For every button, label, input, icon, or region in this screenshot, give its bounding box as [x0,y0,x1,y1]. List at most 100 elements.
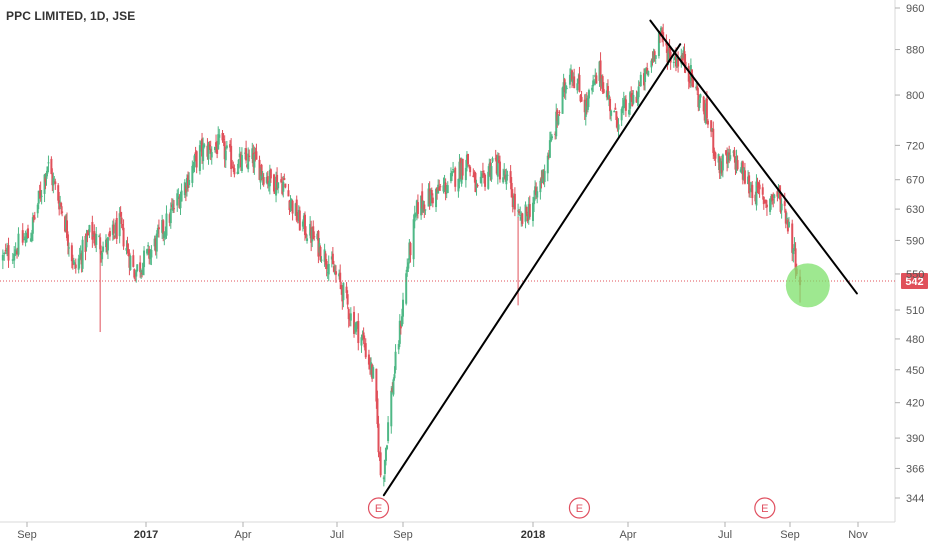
candle-body [173,208,176,210]
candle-body [61,211,64,213]
candle-body [494,158,497,160]
candle-body [402,299,404,317]
candle-body [504,175,507,180]
candle-body [639,74,642,86]
candle-body [453,170,456,173]
candle-body [621,105,624,109]
candle-body [668,46,671,54]
candle-body [786,220,789,232]
candle-body [333,272,336,274]
candle-body [140,270,143,273]
candle-body [237,159,240,169]
candle-body [258,159,261,180]
candle-body [230,145,233,170]
candle-body [209,148,212,154]
candle-body [495,155,498,174]
candle-body [705,98,708,119]
candle-body [532,202,534,222]
candle-body [720,161,723,173]
candle-body [345,286,348,293]
last-price-label: 542 [905,276,923,288]
price-tick-label: 390 [906,433,924,445]
candle-body [561,87,564,114]
candle-body [202,145,205,162]
candle-body [736,160,739,170]
candle-body [445,190,448,192]
candle-body [340,285,343,290]
candle-body [147,245,150,247]
candle-body [81,239,84,269]
candle-body [464,167,467,181]
price-tick-label: 800 [906,90,924,102]
candle-body [229,144,232,148]
candle-body [784,210,787,224]
candle-body [650,60,653,68]
candle-body [65,220,68,239]
candle-body [108,231,111,237]
candle-body [572,78,575,83]
candle-body [519,215,522,217]
candle-body [564,85,567,94]
price-tick-label: 550 [906,269,924,281]
candle-body [353,311,356,334]
candle-body [780,203,783,211]
candle-body [203,144,206,148]
candle-body [474,172,477,192]
earnings-marker-label: E [576,503,583,515]
price-tick-label: 480 [906,334,924,346]
candle-body [361,334,364,337]
candle-body [405,273,408,304]
candle-body [194,152,197,155]
candle-body [754,194,757,202]
candle-body [356,321,359,324]
candle-body [232,166,235,169]
candle-body [444,182,447,195]
candle-body [697,94,700,108]
candle-body [576,83,579,91]
candle-body [348,317,351,321]
candle-body [727,152,730,163]
candle-body [733,150,736,158]
candle-body [254,152,257,154]
candle-body [583,99,586,113]
candle-body [521,213,524,224]
candle-body [711,128,714,131]
candle-body [102,246,105,252]
trendline [649,19,858,295]
earnings-marker [568,497,591,519]
candle-body [565,87,568,89]
candle-body [298,210,301,231]
candle-body [764,199,767,204]
candle-body [570,72,572,79]
candle-body [704,103,707,124]
candle-body [201,138,204,157]
candle-body [748,175,751,194]
candle-body [787,221,790,228]
time-tick-label: Apr [234,529,251,541]
candle-body [740,162,743,174]
earnings-marker [754,497,776,519]
candle-body [469,166,472,173]
candle-body [595,75,598,84]
candle-body [60,202,63,207]
candle-body [776,191,779,197]
candle-body [533,197,536,205]
candle-body [525,206,528,214]
candle-body [713,150,716,157]
candle-body [791,223,794,253]
candle-body [729,155,732,160]
candle-body [793,244,796,250]
candle-body [420,195,423,216]
candle-body [680,55,683,64]
candle-body [120,217,123,224]
candle-body [622,100,625,108]
candle-body [573,76,576,89]
candle-body [40,195,43,197]
trendline [382,43,682,497]
candle-body [442,185,445,192]
candle-body [509,171,512,183]
candle-body [98,235,101,237]
candle-body [548,140,551,158]
candle-body [703,108,706,121]
